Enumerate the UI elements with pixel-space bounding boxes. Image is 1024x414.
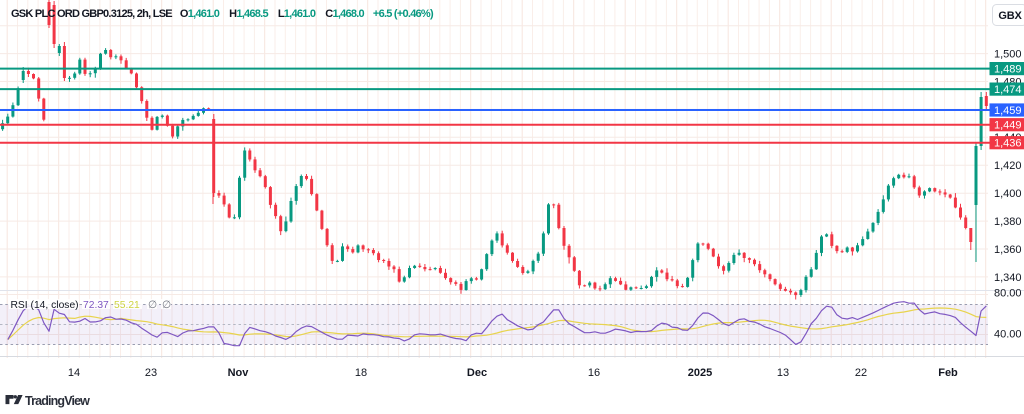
svg-text:Dec: Dec xyxy=(467,367,487,379)
svg-text:16: 16 xyxy=(588,367,600,379)
svg-text:RSI (14, close): RSI (14, close) xyxy=(11,300,79,311)
svg-text:∅: ∅ xyxy=(148,300,157,311)
svg-text:22: 22 xyxy=(855,367,867,379)
svg-text:1,489: 1,489 xyxy=(994,64,1022,76)
svg-text:23: 23 xyxy=(145,367,157,379)
svg-text:∅: ∅ xyxy=(162,300,171,311)
svg-text:40.00: 40.00 xyxy=(994,328,1022,340)
svg-text:1,420: 1,420 xyxy=(994,160,1022,172)
svg-text:Feb: Feb xyxy=(938,367,958,379)
svg-text:1,459: 1,459 xyxy=(994,105,1022,117)
svg-text:1,380: 1,380 xyxy=(994,216,1022,228)
svg-text:1,449: 1,449 xyxy=(994,120,1022,132)
svg-text:1,474: 1,474 xyxy=(994,84,1022,96)
svg-text:14: 14 xyxy=(68,367,80,379)
svg-text:18: 18 xyxy=(355,367,367,379)
svg-text:GBX: GBX xyxy=(998,10,1022,22)
svg-text:13: 13 xyxy=(777,367,789,379)
svg-text:1,400: 1,400 xyxy=(994,188,1022,200)
svg-text:Nov: Nov xyxy=(228,367,250,379)
svg-text:80.00: 80.00 xyxy=(994,287,1022,299)
svg-text:1,436: 1,436 xyxy=(994,138,1022,150)
svg-text:2025: 2025 xyxy=(688,367,712,379)
svg-text:1,360: 1,360 xyxy=(994,244,1022,256)
svg-text:1,500: 1,500 xyxy=(994,49,1022,61)
svg-text:72.37: 72.37 xyxy=(83,300,109,311)
svg-text:TradingView: TradingView xyxy=(25,394,90,408)
svg-text:55.21: 55.21 xyxy=(114,300,140,311)
svg-text:1,340: 1,340 xyxy=(994,272,1022,284)
